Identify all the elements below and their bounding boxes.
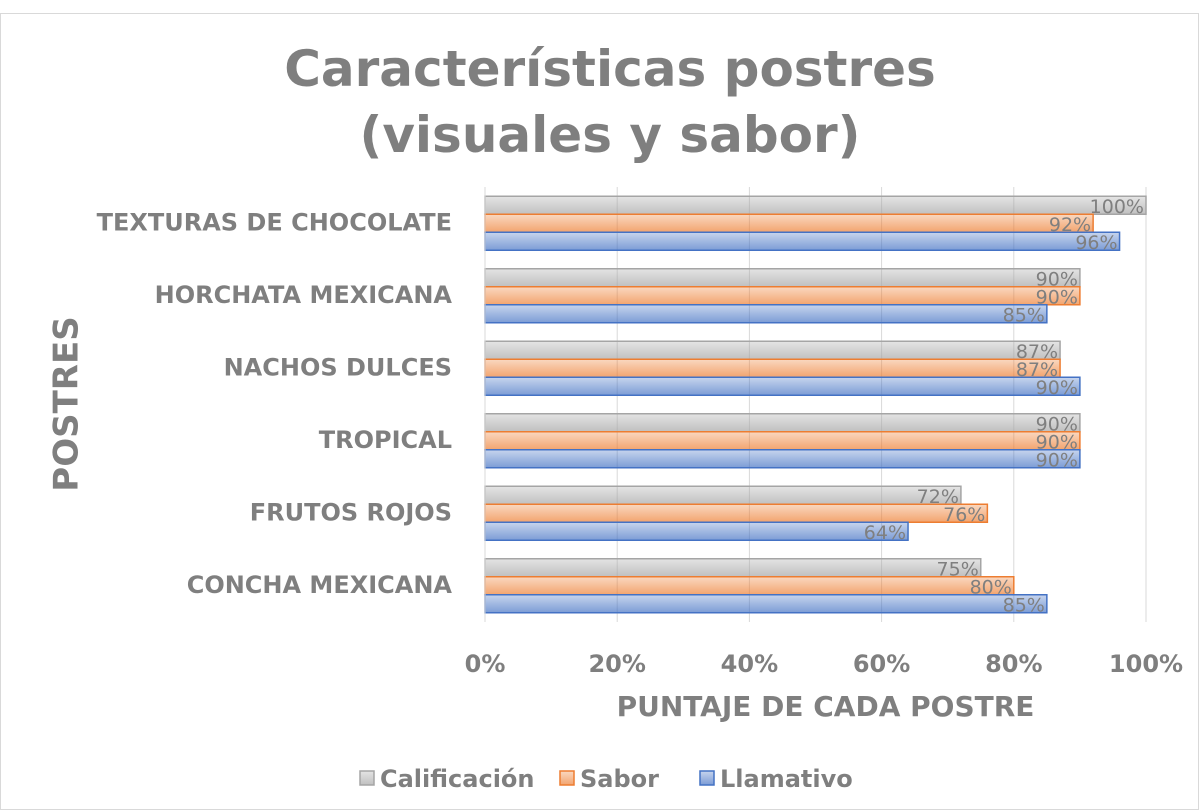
- bar: [484, 503, 989, 523]
- bar: [484, 286, 1081, 306]
- bar: [484, 449, 1081, 469]
- data-label: 80%: [970, 576, 1012, 598]
- legend-label: Sabor: [580, 765, 659, 793]
- x-tick-label: 100%: [1109, 650, 1183, 678]
- legend-label: Calificación: [380, 765, 535, 793]
- legend-label: Llamativo: [720, 765, 853, 793]
- legend-swatch: [559, 770, 575, 786]
- data-label: 76%: [943, 504, 985, 526]
- y-tick-label: NACHOS DULCES: [224, 353, 452, 381]
- chart-border: [0, 13, 1199, 810]
- bar: [484, 195, 1147, 215]
- y-tick-label: TROPICAL: [319, 426, 452, 454]
- data-label: 90%: [1036, 377, 1078, 399]
- data-label: 75%: [937, 558, 979, 580]
- y-tick-label: HORCHATA MEXICANA: [155, 281, 453, 309]
- bar: [484, 376, 1081, 396]
- data-label: 100%: [1090, 196, 1144, 218]
- bar: [484, 304, 1048, 324]
- data-label: 85%: [1003, 304, 1045, 326]
- data-label: 72%: [917, 486, 959, 508]
- y-axis-title: POSTRES: [47, 316, 87, 491]
- data-label: 90%: [1036, 449, 1078, 471]
- x-tick-label: 20%: [588, 650, 645, 678]
- bar: [484, 521, 909, 541]
- data-label: 87%: [1016, 341, 1058, 363]
- x-tick-label: 0%: [465, 650, 506, 678]
- bar: [484, 231, 1121, 251]
- data-label: 92%: [1049, 214, 1091, 236]
- bar: [484, 358, 1061, 378]
- bar: [484, 213, 1094, 233]
- x-tick-label: 80%: [985, 650, 1042, 678]
- x-tick-label: 40%: [721, 650, 778, 678]
- bar: [484, 413, 1081, 433]
- bar: [484, 558, 982, 578]
- data-label: 90%: [1036, 413, 1078, 435]
- y-tick-label: FRUTOS ROJOS: [250, 498, 452, 526]
- data-label: 90%: [1036, 268, 1078, 290]
- x-tick-label: 60%: [853, 650, 910, 678]
- bar: [484, 268, 1081, 288]
- data-label: 90%: [1036, 286, 1078, 308]
- data-label: 90%: [1036, 431, 1078, 453]
- data-label: 87%: [1016, 359, 1058, 381]
- chart-title: Características postres (visuales y sabo…: [284, 40, 936, 164]
- data-label: 96%: [1075, 232, 1117, 254]
- legend-swatch: [359, 770, 375, 786]
- data-label: 85%: [1003, 594, 1045, 616]
- data-label: 64%: [864, 522, 906, 544]
- bar: [484, 485, 962, 505]
- y-tick-label: CONCHA MEXICANA: [187, 571, 453, 599]
- y-tick-label: TEXTURAS DE CHOCOLATE: [97, 208, 452, 236]
- x-axis-title: PUNTAJE DE CADA POSTRE: [617, 690, 1035, 723]
- bar: [484, 431, 1081, 451]
- bar: [484, 576, 1015, 596]
- bar: [484, 340, 1061, 360]
- legend-swatch: [699, 770, 715, 786]
- bar: [484, 594, 1048, 614]
